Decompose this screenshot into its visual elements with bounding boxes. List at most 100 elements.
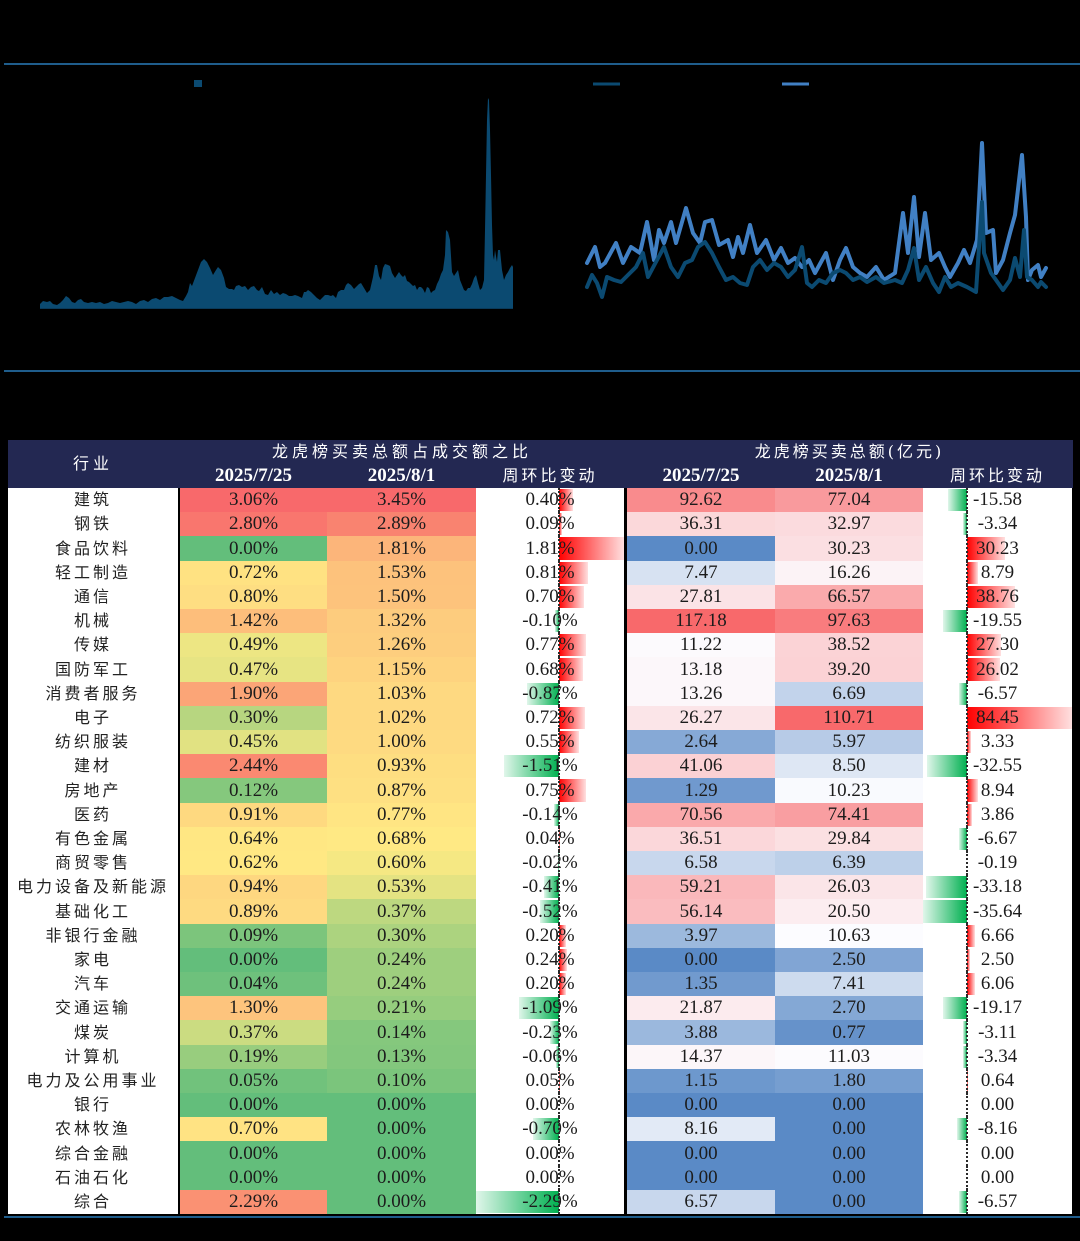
cell-industry: 房地产 — [8, 778, 178, 803]
table-row: 计算机 0.19% 0.13% -0.06% 14.37 11.03 -3.34 — [0, 1045, 1080, 1069]
data-bar-positive — [967, 634, 1002, 656]
cell-value: 70.56 — [679, 804, 723, 825]
table-row: 电子 0.30% 1.02% 0.72% 26.27 110.71 84.45 — [0, 706, 1080, 730]
data-bar-positive — [967, 586, 1016, 608]
data-bar-axis — [966, 488, 969, 512]
data-bar-axis — [966, 657, 969, 682]
data-bar-axis — [557, 1190, 560, 1214]
cell-value: 3.88 — [684, 1022, 718, 1043]
data-bar-negative — [555, 610, 559, 632]
cell-value: 14.37 — [679, 1046, 723, 1067]
data-bar-axis — [966, 754, 969, 778]
cell-value: 1.81% — [376, 538, 427, 559]
cell-ratio-0725: 0.12% — [180, 778, 327, 803]
cell-ratio-0801: 1.00% — [327, 730, 476, 754]
data-bar-positive — [558, 562, 588, 584]
cell-value: 38.52 — [827, 634, 871, 655]
cell-value: 3.86 — [980, 804, 1015, 825]
data-bar-axis — [966, 803, 969, 827]
data-bar-negative — [550, 1021, 559, 1044]
cell-ratio-0725: 0.91% — [180, 803, 327, 827]
cell-value: -0.19 — [977, 852, 1018, 873]
cell-ratio-0801: 2.89% — [327, 512, 476, 536]
cell-value: 0.05% — [228, 1070, 279, 1091]
cell-amount-0725: 26.27 — [627, 706, 775, 730]
data-bar-axis — [966, 827, 969, 851]
cell-value: 0.04% — [228, 973, 279, 994]
data-bar-axis — [966, 1117, 969, 1141]
cell-value: 1.03% — [376, 683, 427, 704]
cell-value: 26.27 — [679, 707, 723, 728]
cell-value: 0.72% — [525, 707, 575, 728]
cell-value: 0.00% — [376, 1143, 427, 1164]
cell-ratio-wow: -1.09% — [476, 996, 624, 1020]
header-amount-0801: 2025/8/1 — [815, 465, 883, 486]
cell-ratio-0801: 0.24% — [327, 972, 476, 996]
cell-ratio-wow: -0.52% — [476, 899, 624, 924]
cell-industry: 石油石化 — [8, 1166, 178, 1190]
cell-ratio-0801: 0.60% — [327, 851, 476, 875]
cell-value: 27.30 — [976, 634, 1019, 655]
data-bar-axis — [966, 682, 969, 706]
cell-amount-0801: 38.52 — [775, 633, 923, 657]
cell-value: 0.00 — [832, 1191, 866, 1212]
cell-value: 8.79 — [980, 562, 1015, 583]
industry-name: 电力设备及新能源 — [16, 877, 169, 896]
cell-industry: 钢铁 — [8, 512, 178, 536]
cell-amount-wow: 0.64 — [923, 1069, 1072, 1093]
table-row: 机械 1.42% 1.32% -0.10% 117.18 97.63 -19.55 — [0, 609, 1080, 633]
data-bar-axis — [557, 972, 560, 996]
cell-ratio-0801: 0.68% — [327, 827, 476, 851]
data-bar-axis — [557, 851, 560, 875]
cell-value: 0.81% — [525, 562, 575, 583]
cell-amount-0801: 0.00 — [775, 1141, 923, 1166]
cell-amount-0801: 11.03 — [775, 1045, 923, 1069]
cell-value: 1.30% — [228, 997, 279, 1018]
header-industry: 行业 — [72, 454, 113, 473]
table-row: 交通运输 1.30% 0.21% -1.09% 21.87 2.70 -19.17 — [0, 996, 1080, 1020]
cell-value: -8.16 — [977, 1118, 1018, 1139]
cell-value: 0.09% — [228, 925, 279, 946]
cell-amount-wow: 8.79 — [923, 561, 1072, 585]
cell-value: -32.55 — [972, 755, 1023, 776]
cell-value: -0.23% — [522, 1022, 578, 1043]
cell-value: 0.40% — [525, 489, 575, 510]
cell-amount-wow: 26.02 — [923, 657, 1072, 682]
cell-value: 0.00% — [376, 1167, 427, 1188]
cell-ratio-0801: 0.77% — [327, 803, 476, 827]
cell-value: 0.53% — [376, 876, 427, 897]
cell-value: 13.18 — [679, 659, 723, 680]
cell-value: 11.22 — [679, 634, 723, 655]
cell-amount-0725: 0.00 — [627, 1093, 775, 1117]
cell-ratio-0725: 0.05% — [180, 1069, 327, 1093]
industry-name: 电子 — [73, 708, 112, 727]
cell-value: 7.47 — [684, 562, 718, 583]
cell-value: -0.87% — [522, 683, 578, 704]
cell-ratio-0801: 0.93% — [327, 754, 476, 778]
cell-amount-wow: -35.64 — [923, 899, 1072, 924]
cell-amount-wow: -33.18 — [923, 875, 1072, 899]
cell-amount-0725: 0.00 — [627, 1141, 775, 1166]
cell-value: 0.94% — [228, 876, 279, 897]
data-bar-negative — [963, 1046, 968, 1068]
data-bar-negative — [942, 610, 968, 632]
table-row: 纺织服装 0.45% 1.00% 0.55% 2.64 5.97 3.33 — [0, 730, 1080, 754]
cell-amount-wow: 38.76 — [923, 585, 1072, 609]
cell-value: 39.20 — [827, 659, 871, 680]
cell-amount-0801: 20.50 — [775, 899, 923, 924]
section-rule-middle — [4, 370, 1080, 372]
data-bar-axis — [557, 1093, 560, 1117]
cell-value: 59.21 — [679, 876, 723, 897]
cell-industry: 有色金属 — [8, 827, 178, 851]
cell-value: -1.09% — [522, 997, 578, 1018]
cell-amount-0725: 14.37 — [627, 1045, 775, 1069]
cell-ratio-wow: -0.70% — [476, 1117, 624, 1141]
table-row: 有色金属 0.64% 0.68% 0.04% 36.51 29.84 -6.67 — [0, 827, 1080, 851]
cell-industry: 机械 — [8, 609, 178, 633]
data-bar-positive — [558, 973, 566, 995]
table-row: 建筑 3.06% 3.45% 0.40% 92.62 77.04 -15.58 — [0, 488, 1080, 512]
cell-value: -6.67 — [977, 828, 1018, 849]
cell-industry: 国防军工 — [8, 657, 178, 682]
cell-ratio-0725: 0.30% — [180, 706, 327, 730]
cell-value: 0.45% — [228, 731, 279, 752]
